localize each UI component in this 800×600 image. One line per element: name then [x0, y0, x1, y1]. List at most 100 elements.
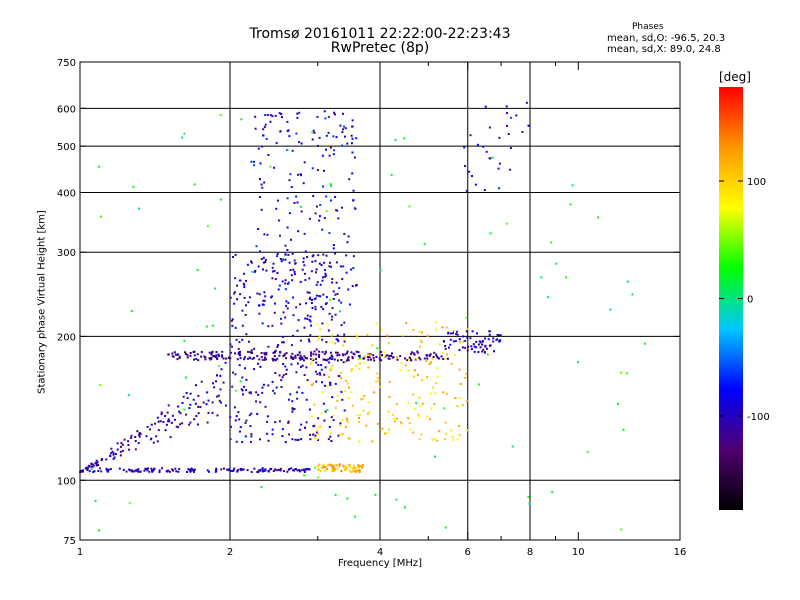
data-point	[484, 337, 486, 340]
data-point	[243, 296, 246, 299]
data-point	[250, 352, 253, 354]
data-point	[275, 207, 278, 210]
data-point	[261, 468, 264, 471]
data-point	[215, 354, 218, 357]
data-point	[363, 357, 366, 360]
data-point	[235, 338, 238, 341]
data-point	[260, 352, 263, 354]
data-point	[282, 258, 285, 261]
data-point	[258, 304, 261, 307]
data-point	[395, 498, 398, 501]
data-point	[290, 357, 293, 360]
data-point	[257, 147, 260, 150]
data-point	[297, 386, 300, 389]
x-tick-label: 4	[377, 547, 383, 558]
data-point	[192, 469, 195, 472]
data-point	[331, 468, 334, 471]
data-point	[314, 212, 317, 215]
data-point	[316, 323, 319, 326]
data-point	[249, 351, 252, 354]
data-point	[336, 354, 339, 357]
data-point	[195, 384, 197, 387]
data-point	[168, 420, 171, 423]
trace-horizontal-trace-180-km	[167, 350, 449, 362]
data-point	[300, 142, 303, 145]
data-point	[315, 283, 318, 286]
data-point	[244, 421, 247, 424]
data-point	[506, 112, 508, 115]
data-point	[306, 256, 309, 258]
data-point	[301, 268, 304, 271]
data-point	[271, 380, 274, 383]
data-point	[466, 349, 469, 352]
data-point	[220, 368, 223, 371]
data-point	[266, 415, 269, 418]
phases-o-mode: mean, sd,O: -96.5, 20.3	[607, 33, 726, 44]
data-point	[352, 467, 355, 470]
data-point	[271, 277, 274, 280]
data-point	[211, 411, 214, 414]
data-point	[466, 328, 469, 330]
data-point	[465, 372, 468, 375]
data-point	[435, 382, 438, 385]
data-point	[432, 356, 435, 358]
data-point	[139, 470, 142, 473]
data-point	[234, 373, 237, 376]
data-point	[214, 356, 217, 358]
data-point	[314, 308, 317, 311]
data-point	[239, 357, 242, 360]
data-point	[259, 178, 261, 181]
data-point	[334, 293, 337, 296]
data-point	[555, 262, 558, 265]
data-point	[233, 292, 236, 295]
data-point	[298, 351, 301, 354]
data-point	[361, 464, 364, 467]
data-point	[173, 418, 176, 421]
data-point	[188, 407, 191, 410]
data-point	[245, 304, 247, 307]
data-point	[343, 340, 346, 343]
data-point	[261, 391, 264, 394]
trace-f-region-cusp	[229, 252, 346, 444]
data-point	[303, 374, 306, 376]
data-point	[259, 438, 261, 441]
data-point	[284, 316, 287, 319]
data-point	[455, 333, 458, 335]
data-point	[275, 386, 278, 389]
data-point	[332, 247, 335, 250]
data-point	[444, 347, 447, 350]
data-point	[291, 407, 294, 410]
data-point	[469, 337, 472, 340]
data-point	[247, 301, 250, 304]
data-point	[323, 373, 326, 376]
data-point	[350, 391, 353, 394]
data-point	[347, 359, 350, 362]
data-point	[352, 255, 355, 258]
data-point	[419, 358, 422, 361]
data-point	[316, 431, 318, 434]
data-point	[300, 423, 303, 426]
data-point	[365, 424, 368, 427]
data-point	[446, 357, 449, 360]
data-point	[287, 421, 290, 424]
data-point	[237, 347, 240, 350]
data-point	[271, 433, 274, 436]
data-point	[401, 334, 404, 337]
data-point	[308, 298, 311, 301]
data-point	[339, 265, 342, 268]
data-point	[456, 333, 459, 336]
data-point	[324, 410, 327, 413]
data-point	[273, 166, 276, 169]
data-point	[320, 368, 323, 371]
data-point	[335, 338, 338, 341]
data-point	[481, 343, 484, 346]
data-point	[303, 474, 306, 477]
data-point	[301, 391, 304, 394]
data-point	[318, 356, 320, 358]
data-point	[293, 408, 296, 410]
data-point	[238, 352, 241, 355]
data-point	[189, 392, 192, 395]
data-point	[344, 379, 347, 382]
data-point	[160, 413, 163, 416]
data-point	[359, 362, 361, 365]
